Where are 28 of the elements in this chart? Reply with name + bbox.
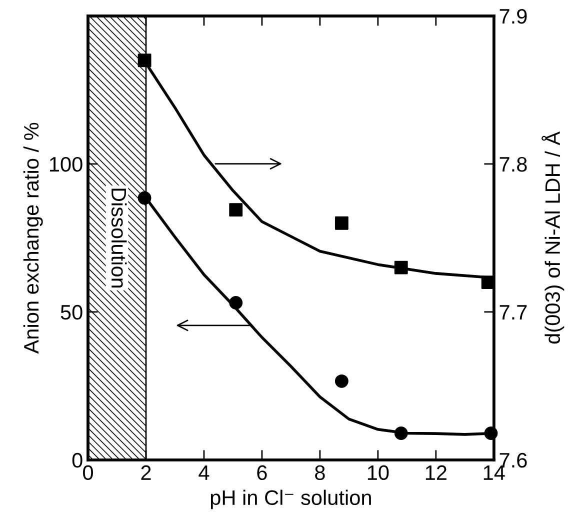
x-tick-label: 14 xyxy=(484,466,505,480)
point xyxy=(484,426,498,440)
x-tick-label: 2 xyxy=(141,465,151,480)
y-tick-label: 100 xyxy=(50,156,82,172)
x-tick-label: 12 xyxy=(426,465,446,480)
y2-tick-label: 7.6 xyxy=(500,452,527,468)
point xyxy=(334,374,348,388)
x-tick-label: 6 xyxy=(257,465,267,480)
point xyxy=(394,260,408,274)
point xyxy=(138,191,152,205)
x-tick-label: 10 xyxy=(368,465,389,480)
point xyxy=(394,426,408,440)
point xyxy=(229,203,243,217)
x-tick-label: 0 xyxy=(83,465,93,480)
y2-axis-title: d(003) of Ni-Al LDH / Å xyxy=(542,131,564,344)
y-axis-title: Anion exchange ratio / % xyxy=(23,122,43,354)
point xyxy=(334,216,348,230)
y-tick-label: 0 xyxy=(72,452,82,468)
y2-tick-label: 7.8 xyxy=(500,156,527,172)
x-axis-title: pH in Cl⁻ solution xyxy=(210,490,371,510)
y-tick-label: 50 xyxy=(60,304,82,320)
point xyxy=(138,54,152,68)
y2-tick-label: 7.9 xyxy=(500,8,527,24)
band-label: Dissolution xyxy=(111,188,127,288)
y2-tick-label: 7.7 xyxy=(500,305,527,320)
point xyxy=(229,296,243,310)
x-tick-label: 8 xyxy=(315,465,325,480)
x-tick-label: 4 xyxy=(198,466,210,480)
